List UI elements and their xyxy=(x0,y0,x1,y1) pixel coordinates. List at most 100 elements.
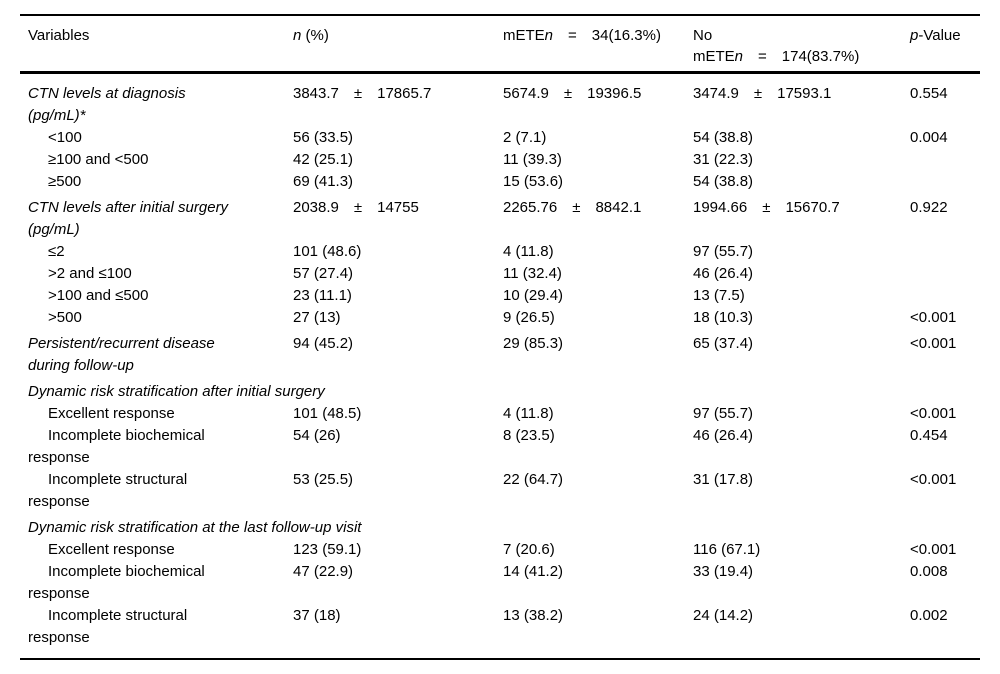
cell-mete: 22 (64.7) xyxy=(503,470,564,488)
cell-n-pct: 57 (27.4) xyxy=(293,264,354,282)
header-variables: Variables xyxy=(28,25,293,67)
table-row: Excellent response 101 (48.5) 4 (11.8) 97 (… xyxy=(28,403,980,425)
cell-no-mete: 46 (26.4) xyxy=(693,264,754,282)
header-mete-pre: mETE xyxy=(503,27,545,44)
cell-no-mete: 97 (55.7) xyxy=(693,242,754,260)
statistics-table: Variables n (%) mETEn = 34(16.3%) No mET… xyxy=(20,14,980,660)
cell-mete: 15 (53.6) xyxy=(503,172,564,190)
row-label: Dynamic risk stratification after initia… xyxy=(28,382,325,400)
table-row: CTN levels at diagnosis (pg/mL)* 3843.7 ±… xyxy=(28,83,980,127)
row-label: CTN levels after initial surgery (pg/mL) xyxy=(28,198,229,238)
cell-n-pct: 69 (41.3) xyxy=(293,172,354,190)
cell-n-pct: 27 (13) xyxy=(293,308,341,326)
table-row: Dynamic risk stratification after initia… xyxy=(28,381,980,403)
header-mete: mETEn = 34(16.3%) xyxy=(503,25,693,67)
header-no-mete-n-italic: n xyxy=(734,48,744,65)
cell-mete: 13 (38.2) xyxy=(503,606,564,624)
header-p-italic: p xyxy=(910,27,919,44)
cell-mete: 2 (7.1) xyxy=(503,128,547,146)
table-row: CTN levels after initial surgery (pg/mL)… xyxy=(28,197,980,241)
row-label: Excellent response xyxy=(48,540,175,558)
row-label: Excellent response xyxy=(48,404,175,422)
cell-n-pct: 94 (45.2) xyxy=(293,334,354,352)
row-label: Persistent/recurrent disease during foll… xyxy=(28,334,215,374)
cell-mete: 14 (41.2) xyxy=(503,562,564,580)
cell-mete: 7 (20.6) xyxy=(503,540,555,558)
cell-p-value: 0.454 xyxy=(910,426,948,444)
cell-n-pct: 23 (11.1) xyxy=(293,286,352,304)
cell-n-pct: 53 (25.5) xyxy=(293,470,354,488)
cell-p-value: <0.001 xyxy=(910,404,957,422)
row-label: Incomplete biochemical response xyxy=(28,426,205,466)
cell-n-pct: 123 (59.1) xyxy=(293,540,362,558)
header-variables-label: Variables xyxy=(28,27,90,44)
cell-p-value: <0.001 xyxy=(910,470,957,488)
cell-mete: 8 (23.5) xyxy=(503,426,555,444)
cell-mete: 2265.76 ± 8842.1 xyxy=(503,198,642,216)
cell-no-mete: 116 (67.1) xyxy=(693,540,761,558)
cell-p-value: 0.002 xyxy=(910,606,948,624)
row-label: >2 and ≤100 xyxy=(48,264,132,282)
cell-n-pct: 101 (48.5) xyxy=(293,404,362,422)
cell-mete: 4 (11.8) xyxy=(503,242,554,260)
table-body: CTN levels at diagnosis (pg/mL)* 3843.7 ±… xyxy=(20,74,980,658)
cell-p-value: <0.001 xyxy=(910,334,957,352)
header-p-rest: -Value xyxy=(918,27,961,44)
table-row: ≥500 69 (41.3) 15 (53.6) 54 (38.8) xyxy=(28,171,980,193)
cell-n-pct: 37 (18) xyxy=(293,606,341,624)
cell-mete: 11 (39.3) xyxy=(503,150,562,168)
row-label: Dynamic risk stratification at the last … xyxy=(28,518,362,536)
table-row: ≤2 101 (48.6) 4 (11.8) 97 (55.7) xyxy=(28,241,980,263)
row-label: Incomplete structural response xyxy=(28,470,188,510)
cell-no-mete: 13 (7.5) xyxy=(693,286,745,304)
table-row: >100 and ≤500 23 (11.1) 10 (29.4) 13 (7.5) xyxy=(28,285,980,307)
cell-no-mete: 54 (38.8) xyxy=(693,128,754,146)
table-row: Excellent response 123 (59.1) 7 (20.6) 116 … xyxy=(28,539,980,561)
cell-p-value: <0.001 xyxy=(910,540,957,558)
table-bottom-rule xyxy=(20,657,980,660)
row-label: ≥100 and <500 xyxy=(48,150,149,168)
row-label: <100 xyxy=(48,128,82,146)
row-label: ≤2 xyxy=(48,242,65,260)
cell-p-value: 0.008 xyxy=(910,562,948,580)
cell-no-mete: 54 (38.8) xyxy=(693,172,754,190)
header-no-mete: No mETEn = 174(83.7%) xyxy=(693,25,910,67)
cell-no-mete: 97 (55.7) xyxy=(693,404,754,422)
cell-no-mete: 18 (10.3) xyxy=(693,308,754,326)
cell-no-mete: 33 (19.4) xyxy=(693,562,754,580)
cell-no-mete: 46 (26.4) xyxy=(693,426,754,444)
cell-n-pct: 56 (33.5) xyxy=(293,128,354,146)
cell-mete: 11 (32.4) xyxy=(503,264,562,282)
cell-p-value xyxy=(910,171,980,193)
table-row: <100 56 (33.5) 2 (7.1) 54 (38.8) 0.004 xyxy=(28,127,980,149)
cell-no-mete: 31 (22.3) xyxy=(693,150,754,168)
row-label: Incomplete structural response xyxy=(28,606,188,646)
table-row: >500 27 (13) 9 (26.5) 18 (10.3) <0.001 xyxy=(28,307,980,329)
header-no-mete-line1: No xyxy=(693,27,713,44)
row-label: >500 xyxy=(48,308,82,326)
table-row: Persistent/recurrent disease during foll… xyxy=(28,333,980,377)
cell-no-mete: 1994.66 ± 15670.7 xyxy=(693,198,840,216)
cell-n-pct: 2038.9 ± 14755 xyxy=(293,198,419,216)
table-row: Incomplete structural response 37 (18) 13 … xyxy=(28,605,980,649)
cell-mete: 10 (29.4) xyxy=(503,286,564,304)
row-label: CTN levels at diagnosis (pg/mL)* xyxy=(28,84,186,124)
table-header-row: Variables n (%) mETEn = 34(16.3%) No mET… xyxy=(20,16,980,71)
header-no-mete-pre: mETE xyxy=(693,48,735,65)
cell-p-value xyxy=(910,263,980,285)
cell-no-mete: 3474.9 ± 17593.1 xyxy=(693,84,832,102)
header-n-pct: n (%) xyxy=(293,25,503,67)
cell-n-pct: 101 (48.6) xyxy=(293,242,362,260)
header-p-value: p-Value xyxy=(910,25,980,67)
row-label: Incomplete biochemical response xyxy=(28,562,205,602)
cell-p-value: 0.554 xyxy=(910,84,948,102)
cell-no-mete: 65 (37.4) xyxy=(693,334,754,352)
table-row: Incomplete structural response 53 (25.5) 2… xyxy=(28,469,980,513)
header-no-mete-line2: mETEn = 174(83.7%) xyxy=(693,46,910,67)
table-row: Dynamic risk stratification at the last … xyxy=(28,517,980,539)
cell-mete: 9 (26.5) xyxy=(503,308,555,326)
header-mete-count: = 34(16.3%) xyxy=(553,27,661,44)
cell-p-value: <0.001 xyxy=(910,308,957,326)
cell-p-value xyxy=(910,149,980,171)
cell-n-pct: 3843.7 ± 17865.7 xyxy=(293,84,432,102)
